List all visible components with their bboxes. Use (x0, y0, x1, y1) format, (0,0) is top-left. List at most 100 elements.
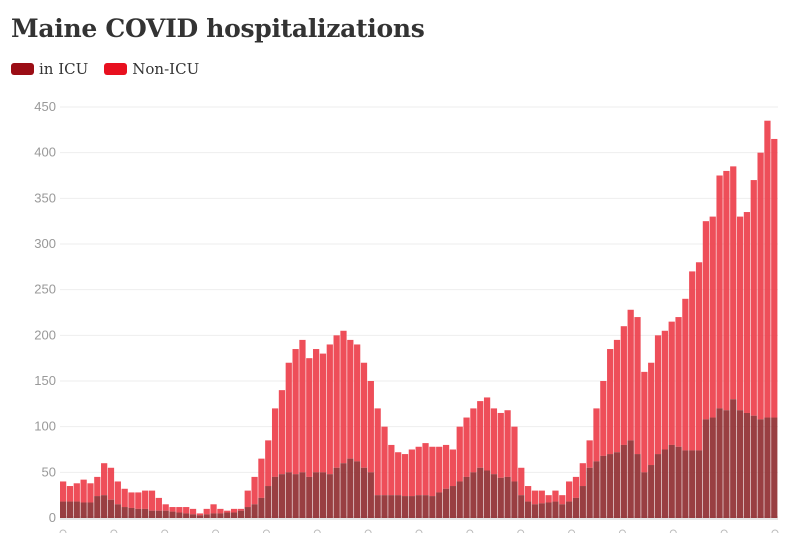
bar-icu (490, 474, 498, 518)
bar-non-icu (401, 454, 409, 497)
bar-icu (668, 444, 675, 518)
bar-non-icu (689, 271, 696, 451)
bar-icu (155, 510, 162, 518)
bar-icu (600, 455, 607, 518)
bar-non-icu (374, 408, 381, 496)
bar-icu (436, 492, 443, 518)
bar-non-icu (148, 490, 156, 511)
bar-non-icu (470, 408, 477, 473)
bar-non-icu (415, 446, 422, 496)
bar-non-icu (634, 317, 641, 455)
x-tick-mark (720, 529, 728, 533)
bar-non-icu (388, 444, 395, 496)
bar-icu (524, 501, 532, 518)
bar-non-icu (531, 490, 539, 505)
bar-non-icu (203, 508, 210, 515)
y-tick-label: 450 (34, 99, 56, 114)
y-tick-label: 200 (34, 327, 56, 342)
bar-icu (627, 440, 634, 518)
bar-icu (422, 495, 429, 518)
bar-non-icu (155, 497, 162, 511)
bar-non-icu (313, 349, 320, 473)
bar-icu (518, 495, 525, 518)
bar-non-icu (271, 408, 279, 477)
bar-non-icu (87, 483, 94, 503)
bar-non-icu (237, 508, 245, 511)
x-tick-mark (568, 529, 576, 533)
bar-non-icu (66, 486, 74, 502)
bar-non-icu (94, 476, 101, 497)
bar-icu (73, 501, 80, 518)
bar-non-icu (367, 381, 374, 473)
bar-non-icu (477, 401, 484, 468)
bar-non-icu (142, 490, 149, 509)
bar-icu (237, 510, 245, 518)
chart-title: Maine COVID hospitalizations (11, 14, 425, 43)
bar-icu (675, 446, 682, 518)
bar-non-icu (504, 410, 511, 477)
bar-icu (586, 467, 593, 518)
bar-non-icu (709, 216, 716, 418)
x-tick-mark (313, 529, 321, 533)
bar-icu (620, 444, 627, 518)
bar-icu (148, 510, 156, 518)
bar-icu (107, 499, 115, 518)
x-tick-mark (669, 529, 677, 533)
bar-icu (771, 417, 778, 518)
bar-icu (689, 450, 696, 518)
bar-non-icu (176, 507, 183, 513)
bar-icu (306, 476, 313, 518)
bar-non-icu (429, 446, 436, 497)
bar-non-icu (135, 492, 142, 509)
bar-non-icu (183, 507, 190, 514)
bar-icu (750, 415, 757, 518)
bar-non-icu (723, 170, 730, 411)
bar-icu (230, 512, 238, 518)
bar-non-icu (230, 508, 238, 513)
bar-non-icu (258, 458, 265, 498)
bar-icu (559, 504, 566, 518)
bar-icu (292, 474, 299, 518)
bar-icu (654, 454, 662, 518)
bar-non-icu (442, 444, 450, 489)
bar-icu (641, 472, 648, 518)
legend-swatch-icu (11, 63, 34, 75)
bar-non-icu (381, 426, 388, 496)
bar-icu (429, 496, 436, 518)
bar-non-icu (196, 513, 203, 516)
bar-icu (326, 474, 333, 518)
bar-non-icu (702, 221, 710, 420)
bar-icu (470, 472, 477, 518)
bar-non-icu (285, 362, 292, 473)
legend: in ICU Non-ICU (11, 60, 215, 78)
bar-non-icu (333, 335, 340, 468)
bar-icu (682, 450, 689, 518)
bar-icu (333, 467, 340, 518)
bar-non-icu (292, 349, 299, 475)
bar-icu (244, 507, 251, 518)
bar-icu (531, 504, 539, 518)
bar-non-icu (730, 166, 737, 400)
bar-icu (552, 501, 559, 518)
bar-non-icu (217, 508, 224, 514)
bar-icu (764, 417, 771, 518)
bar-icu (189, 514, 197, 518)
bar-icu (176, 512, 183, 518)
bar-icu (347, 458, 354, 518)
bar-non-icu (360, 362, 368, 468)
bar-icu (538, 503, 545, 518)
bar-icu (607, 454, 614, 518)
bar-non-icu (593, 408, 600, 462)
bar-non-icu (224, 510, 231, 513)
legend-item-icu: in ICU (11, 60, 88, 78)
bar-icu (463, 476, 470, 518)
x-tick-mark (618, 529, 626, 533)
bar-icu (415, 495, 422, 518)
x-tick-mark (212, 529, 220, 533)
bar-icu (736, 410, 744, 518)
x-tick-mark (161, 529, 169, 533)
x-tick-mark (364, 529, 372, 533)
bar-non-icu (757, 152, 764, 420)
bar-non-icu (771, 138, 778, 418)
bar-icu (80, 502, 87, 518)
